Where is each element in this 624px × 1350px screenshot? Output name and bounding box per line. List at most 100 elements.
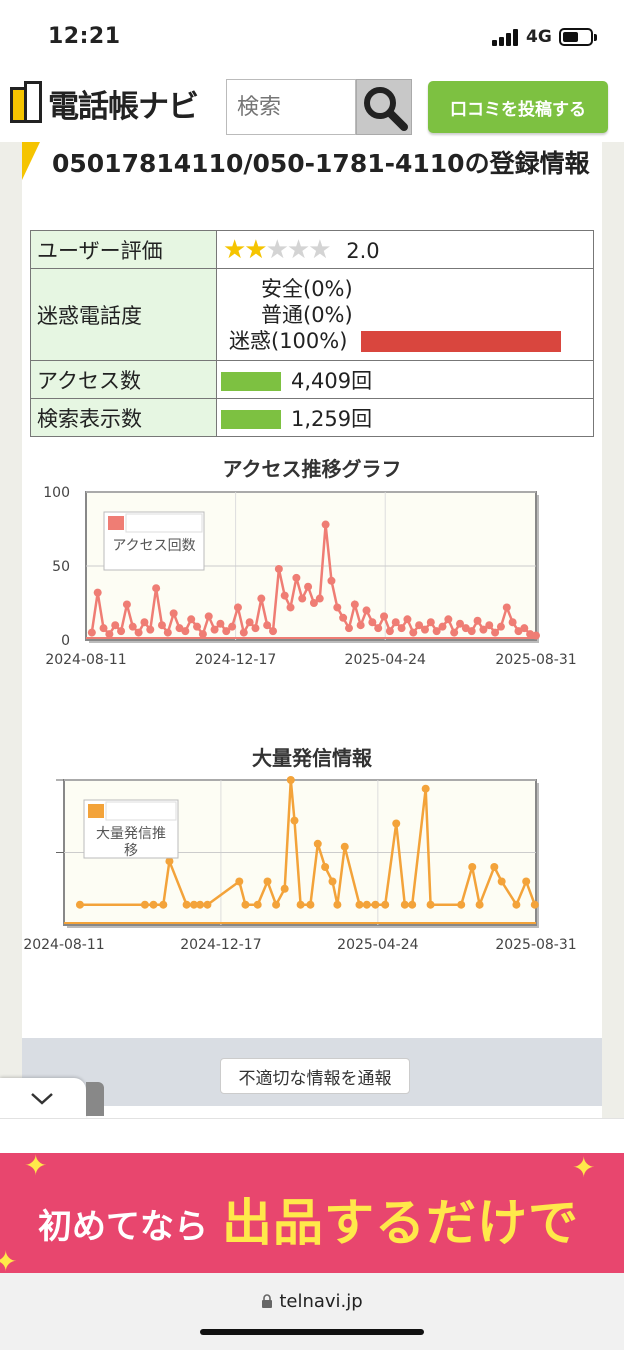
data-point <box>473 616 482 625</box>
data-point <box>512 900 521 909</box>
legend-swatch <box>108 516 124 530</box>
sparkle-icon: ✦ <box>24 1153 48 1182</box>
data-point <box>313 839 322 848</box>
data-point <box>432 627 441 636</box>
data-point <box>333 603 342 612</box>
data-point <box>344 624 353 633</box>
search-button[interactable] <box>356 79 412 135</box>
sparkle-icon: ✦ <box>572 1153 596 1184</box>
data-point <box>241 900 250 909</box>
legend-label: アクセス回数 <box>112 538 195 554</box>
browser-address-bar[interactable]: telnavi.jp <box>0 1273 624 1350</box>
network-type: 4G <box>526 27 552 47</box>
home-indicator[interactable] <box>200 1329 424 1335</box>
x-tick-label: 2024-08-11 <box>23 937 104 953</box>
data-point <box>280 591 289 600</box>
data-point <box>263 621 272 630</box>
nuisance-bar <box>361 331 562 352</box>
data-point <box>140 618 149 627</box>
x-tick-label: 2024-12-17 <box>180 937 261 953</box>
search-count-label: 検索表示数 <box>30 398 217 437</box>
data-point <box>290 816 299 825</box>
mass-call-chart: 2024-08-11 2024-12-17 2025-04-24 2025-08-31… <box>23 776 577 953</box>
data-point <box>140 900 149 909</box>
data-point <box>257 594 266 603</box>
data-point <box>163 628 172 637</box>
data-point <box>409 628 418 637</box>
nuisance-label: 迷惑電話度 <box>30 268 217 361</box>
data-point <box>263 877 272 886</box>
data-point <box>157 621 166 630</box>
search-count-value: 1,259回 <box>291 406 373 431</box>
data-point <box>403 615 412 624</box>
nuisance-row: 迷惑電話度 安全(0%) 普通(0%) 迷惑(100%) <box>30 268 594 361</box>
y-tick-label: 50 <box>52 559 70 575</box>
data-point <box>272 900 281 909</box>
data-point <box>532 631 540 640</box>
data-point <box>235 877 244 886</box>
data-point <box>75 900 84 909</box>
data-point <box>415 621 424 630</box>
normal-percent: 普通(0%) <box>261 302 353 327</box>
url-display[interactable]: telnavi.jp <box>0 1291 624 1312</box>
access-chart-title: アクセス推移グラフ <box>222 457 402 481</box>
site-logo[interactable]: 電話帳ナビ <box>10 78 199 128</box>
data-point <box>450 628 459 637</box>
x-tick-label: 2024-12-17 <box>195 652 276 668</box>
x-tick-label: 2025-04-24 <box>345 652 426 668</box>
data-point <box>306 900 315 909</box>
data-point <box>274 564 283 573</box>
ad-collapse-tab[interactable] <box>0 1078 86 1118</box>
data-point <box>117 627 126 636</box>
data-point <box>198 630 207 639</box>
data-point <box>321 520 330 529</box>
page-margin-right <box>602 142 624 1122</box>
search-count-cell: 1,259回 <box>216 398 594 437</box>
ad-banner-text-1: 初めてなら <box>38 1207 208 1247</box>
legend-input <box>125 513 203 533</box>
data-point <box>315 594 324 603</box>
search-input[interactable] <box>227 80 355 134</box>
report-button[interactable]: 不適切な情報を通報 <box>220 1058 410 1094</box>
page-title: 05017814110/050-1781-4110の登録情報 <box>52 149 590 178</box>
data-point <box>496 622 505 631</box>
search-count-bar <box>221 410 281 429</box>
access-value: 4,409回 <box>291 368 373 393</box>
access-chart: 2024-08-11 2024-12-17 2025-04-24 2025-08-31… <box>43 485 576 668</box>
data-point <box>362 606 371 615</box>
url-text: telnavi.jp <box>279 1291 363 1312</box>
rating-cell: ★★★★★ 2.0 <box>216 230 594 269</box>
mass-call-chart-title: 大量発信情報 <box>252 746 372 770</box>
page-margin-left <box>0 142 22 1122</box>
data-point <box>333 900 342 909</box>
data-point <box>355 900 364 909</box>
rating-stars-icon: ★★★★★ <box>223 234 332 265</box>
legend-input <box>105 801 177 821</box>
post-review-button[interactable]: 口コミを投稿する <box>428 81 608 133</box>
data-point <box>327 576 336 585</box>
data-point <box>362 900 371 909</box>
data-point <box>210 625 219 634</box>
data-point <box>421 784 430 793</box>
clock: 12:21 <box>48 24 121 49</box>
data-point <box>426 900 435 909</box>
data-point <box>99 624 108 633</box>
data-point <box>438 622 447 631</box>
data-point <box>426 618 435 627</box>
chevron-down-icon <box>31 1093 53 1105</box>
data-point <box>371 900 380 909</box>
access-cell: 4,409回 <box>216 360 594 399</box>
data-point <box>193 622 202 631</box>
data-point <box>228 622 237 631</box>
data-point <box>146 625 155 634</box>
search-field[interactable] <box>226 79 356 135</box>
nuisance-cell: 安全(0%) 普通(0%) 迷惑(100%) <box>216 268 594 361</box>
data-point <box>122 600 131 609</box>
data-point <box>374 624 383 633</box>
legend-swatch <box>88 804 104 818</box>
ad-banner[interactable]: ✦ ✦ ✦ 初めてなら 出品するだけで <box>0 1153 624 1273</box>
data-point <box>181 627 190 636</box>
data-point <box>233 603 242 612</box>
data-point <box>269 627 278 636</box>
star-on-icon: ★★ <box>223 234 268 265</box>
